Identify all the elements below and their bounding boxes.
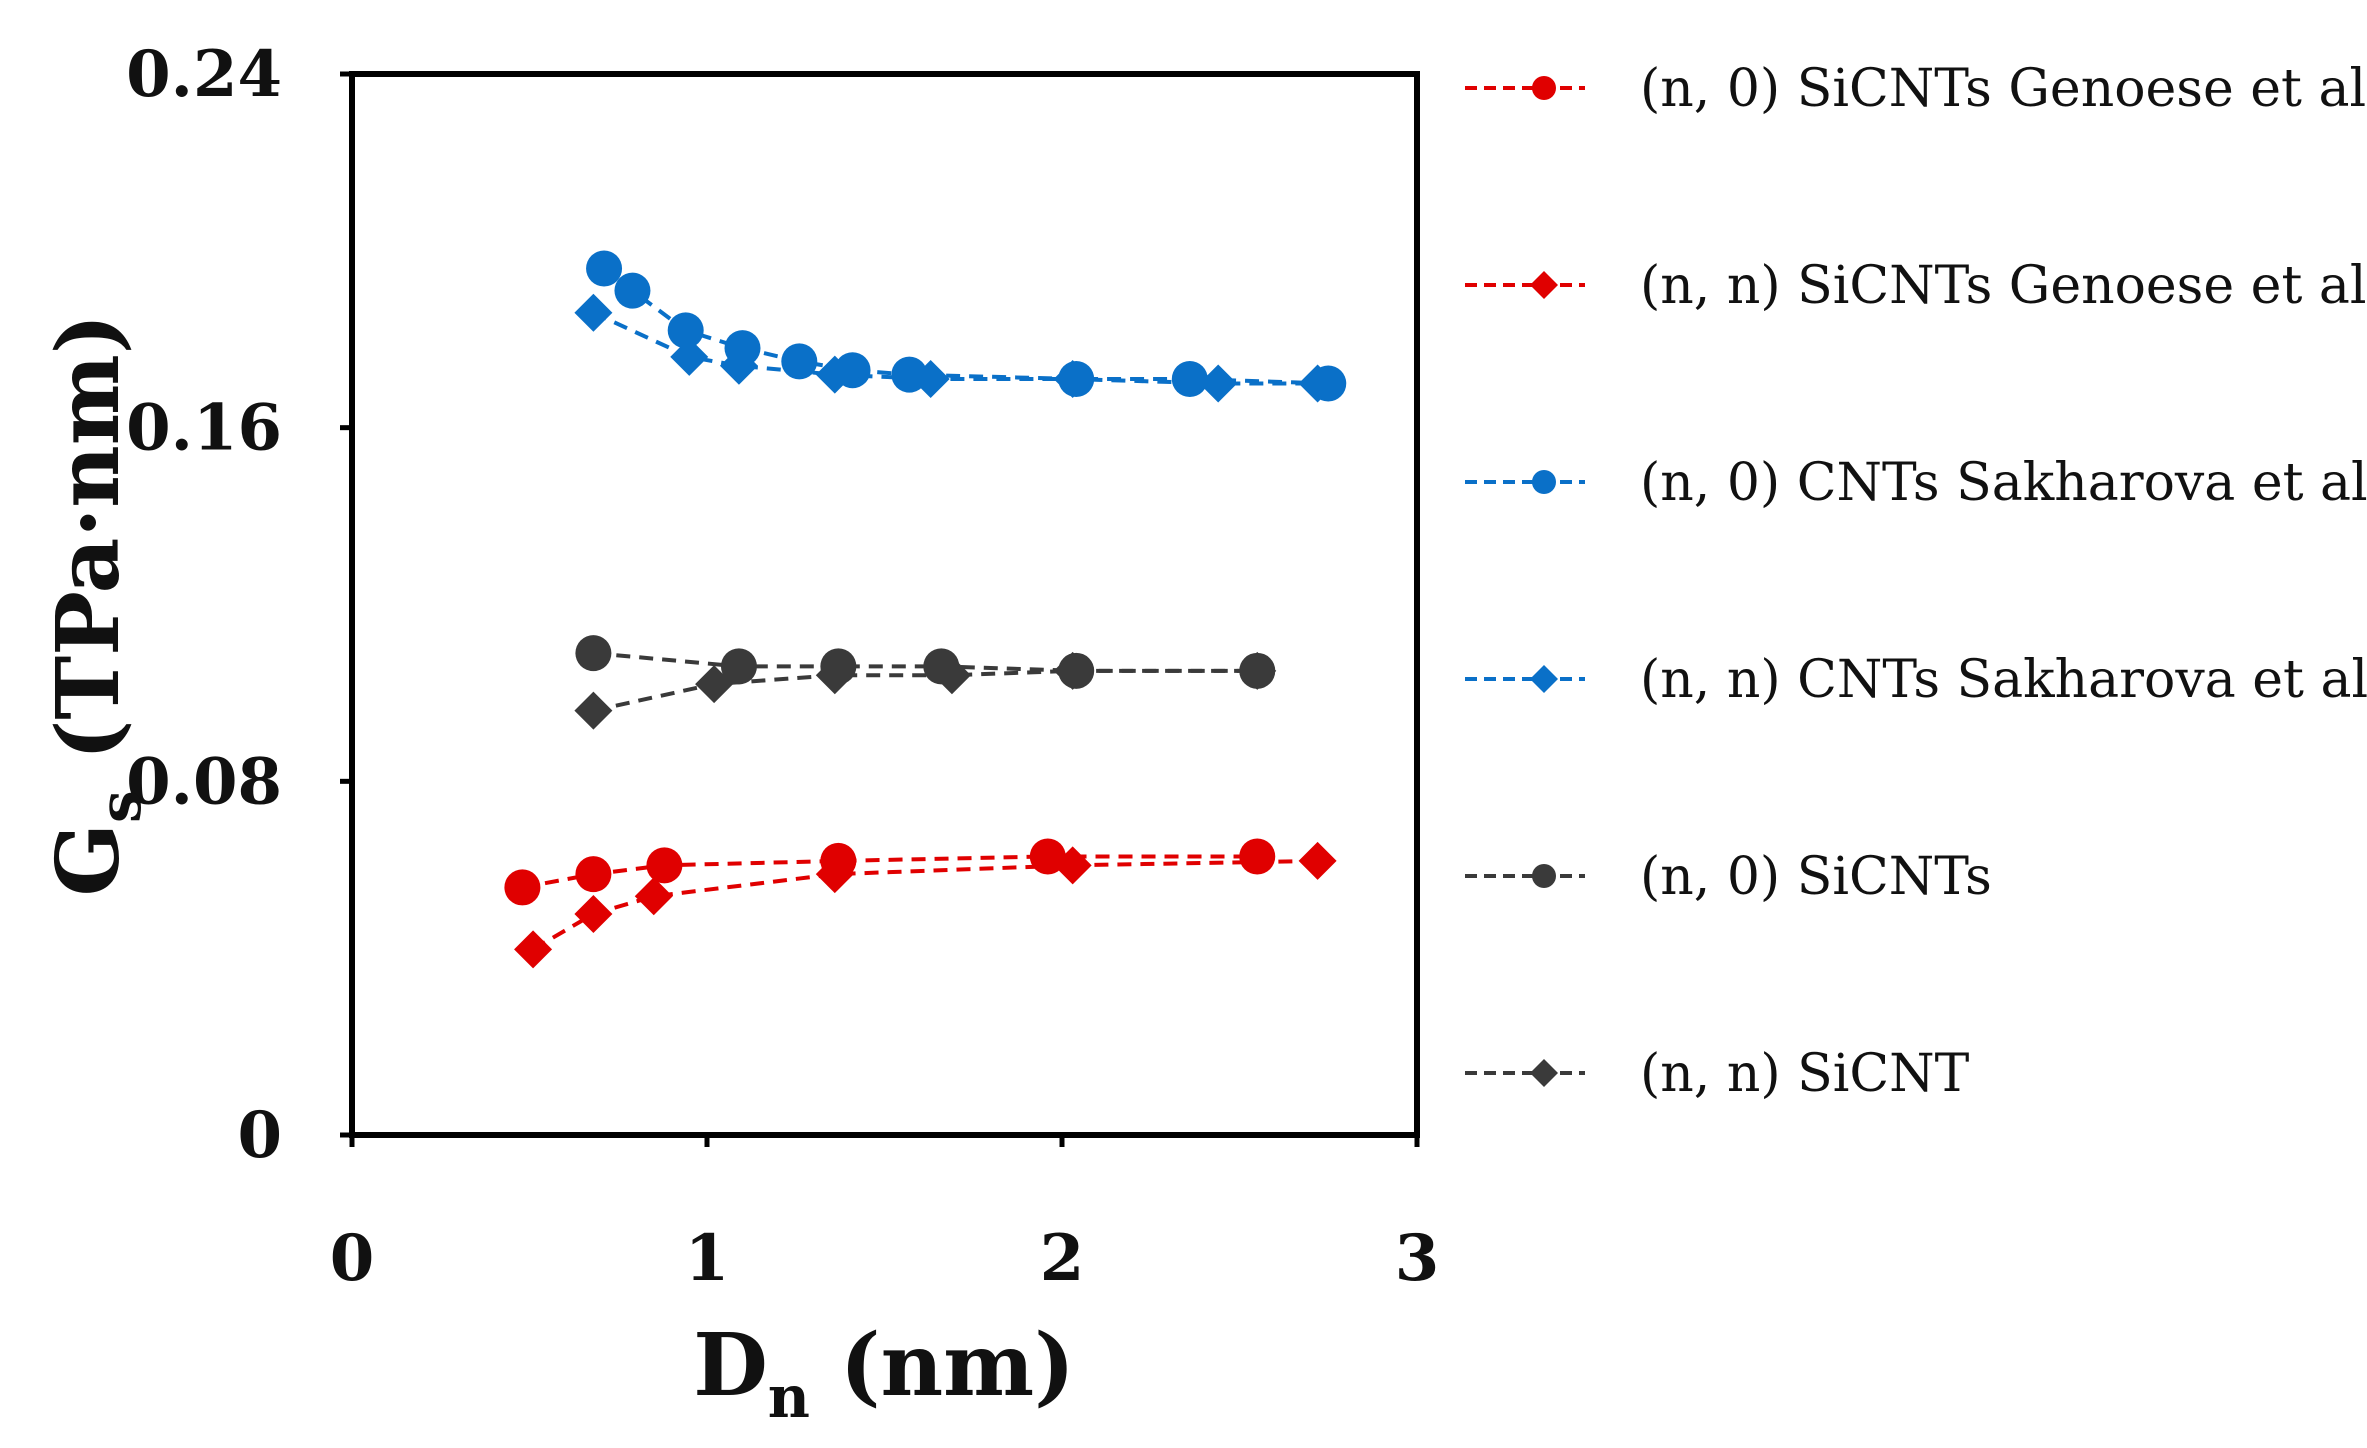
data-point <box>574 293 613 332</box>
legend-marker <box>1532 470 1556 494</box>
data-point <box>1199 364 1238 403</box>
x-axis-label-main: D <box>693 1315 768 1416</box>
legend-item: (n, n) CNTs Sakharova et al. <box>1465 650 2367 710</box>
data-point <box>1053 360 1092 399</box>
legend-label: (n, 0) SiCNTs Genoese et al. <box>1640 59 2367 119</box>
data-point <box>719 346 758 385</box>
legend-item: (n, 0) SiCNTs <box>1465 847 1992 907</box>
y-axis-label: Gs (TPa·nm) <box>38 314 154 897</box>
data-point <box>1238 651 1277 690</box>
data-point <box>514 930 553 969</box>
data-point <box>634 877 673 916</box>
legend-marker <box>1532 76 1556 100</box>
y-axis-label-sub: s <box>86 790 154 823</box>
y-axis-label-main: G <box>38 823 139 896</box>
data-point <box>720 648 757 685</box>
legend-marker <box>1532 864 1556 888</box>
x-axis-label-sub: n <box>768 1363 810 1431</box>
data-point <box>1053 846 1092 885</box>
data-point <box>586 250 623 287</box>
y-tick-label: 0 <box>237 1098 282 1173</box>
data-point <box>781 343 818 380</box>
y-tick-label: 0.16 <box>126 391 282 466</box>
legend-label: (n, n) SiCNT <box>1640 1044 1970 1104</box>
legend-item: (n, 0) CNTs Sakharova et al. <box>1465 453 2367 513</box>
legend-label: (n, 0) CNTs Sakharova et al. <box>1640 453 2367 513</box>
legend-marker <box>1530 271 1558 299</box>
data-point <box>1053 651 1092 690</box>
legend-item: (n, n) SiCNT <box>1465 1044 1970 1104</box>
data-point <box>1298 364 1337 403</box>
series-2 <box>514 841 1337 969</box>
series-line <box>602 266 1329 386</box>
data-point <box>575 856 612 893</box>
y-axis-label-rest: (TPa·nm) <box>38 314 139 791</box>
series-line <box>592 310 1318 386</box>
data-point <box>614 272 651 309</box>
series-6 <box>574 651 1277 730</box>
data-point <box>574 894 613 933</box>
y-tick-labels: 0 0.08 0.16 0.24 <box>126 37 352 1173</box>
y-tick-label: 0.24 <box>126 37 282 112</box>
series-line <box>592 668 1258 713</box>
x-tick-label: 3 <box>1395 1221 1440 1296</box>
data-point <box>932 656 971 695</box>
data-point <box>646 847 683 884</box>
data-point <box>1298 841 1337 880</box>
x-tick-label: 2 <box>1040 1221 1085 1296</box>
series-4 <box>574 293 1337 403</box>
legend-marker <box>1530 665 1558 693</box>
data-point <box>695 665 734 704</box>
data-point <box>575 635 612 672</box>
x-tick-label: 1 <box>685 1221 730 1296</box>
data-point <box>815 855 854 894</box>
data-point <box>574 691 613 730</box>
x-axis-label: Dn (nm) <box>693 1315 1075 1431</box>
data-point <box>911 360 950 399</box>
legend-label: (n, n) SiCNTs Genoese et al. <box>1640 256 2367 316</box>
x-axis-label-rest: (nm) <box>810 1315 1075 1416</box>
data-point <box>670 337 709 376</box>
data-point <box>1171 361 1208 398</box>
legend-label: (n, n) CNTs Sakharova et al. <box>1640 650 2367 710</box>
data-point <box>1239 838 1276 875</box>
legend-label: (n, 0) SiCNTs <box>1640 847 1992 907</box>
legend-item: (n, n) SiCNTs Genoese et al. <box>1465 256 2367 316</box>
plot-area <box>349 71 1420 1138</box>
data-point <box>667 312 704 349</box>
legend-item: (n, 0) SiCNTs Genoese et al. <box>1465 59 2367 119</box>
y-tick-label: 0.08 <box>126 744 282 819</box>
data-point <box>815 355 854 394</box>
data-point <box>815 656 854 695</box>
x-tick-labels: 0 1 2 3 <box>330 1135 1440 1296</box>
series-layer <box>504 250 1347 969</box>
legend-marker <box>1530 1059 1558 1087</box>
data-point <box>504 869 541 906</box>
x-tick-label: 0 <box>330 1221 375 1296</box>
legend: (n, 0) SiCNTs Genoese et al. (n, n) SiCNT… <box>1465 59 2367 1104</box>
